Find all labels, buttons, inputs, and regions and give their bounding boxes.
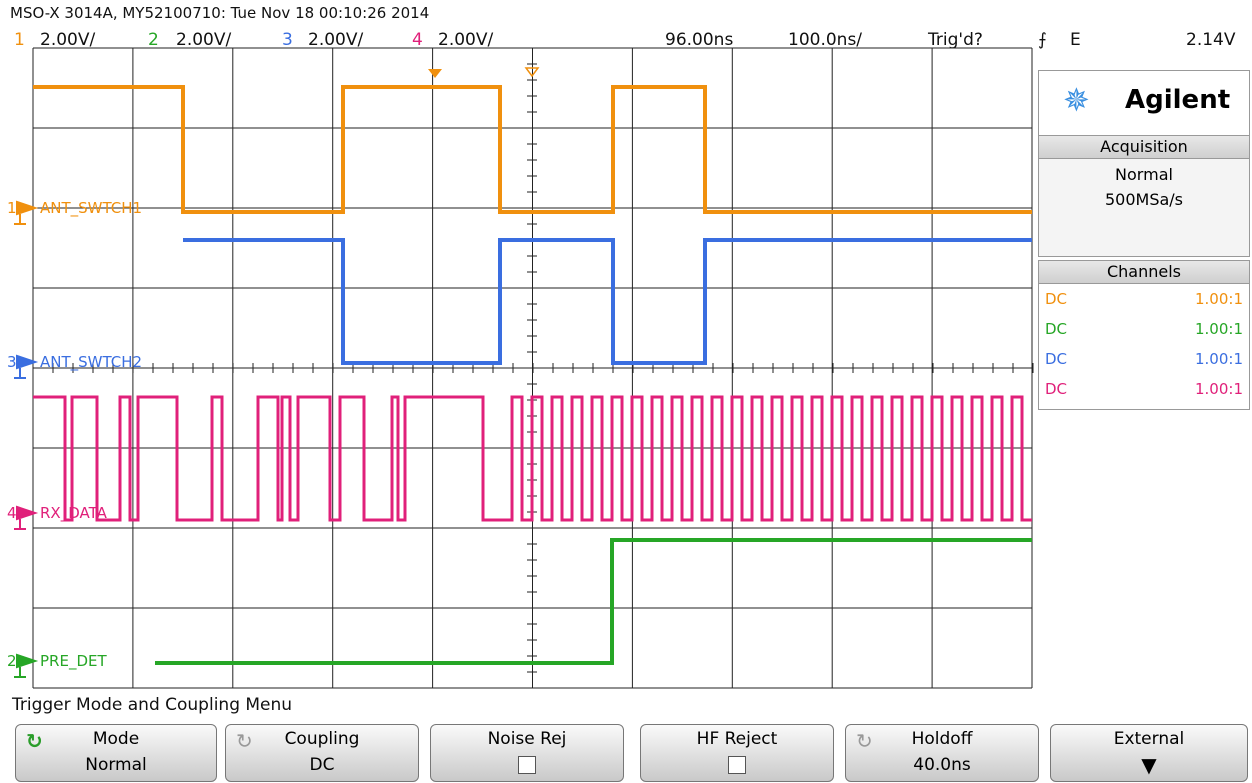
softkey-value: 40.0ns bbox=[913, 755, 971, 775]
channel-number: 3 bbox=[282, 30, 293, 50]
ground-marker bbox=[14, 354, 39, 379]
cycle-icon: ↻ bbox=[236, 729, 253, 753]
probe-ratio: 1.00:1 bbox=[1195, 290, 1243, 308]
channel-coupling: DC bbox=[1045, 350, 1068, 368]
brand-box: ✵ Agilent bbox=[1038, 70, 1250, 136]
channel-coupling: DC bbox=[1045, 290, 1068, 308]
ground-marker bbox=[14, 653, 39, 678]
acquisition-mode: Normal bbox=[1115, 165, 1173, 184]
panel-header: Acquisition bbox=[1039, 136, 1249, 159]
softkey-value: DC bbox=[309, 755, 335, 775]
channel-ground-number: 1 bbox=[7, 199, 17, 217]
trigger-position-marker bbox=[428, 69, 442, 78]
waveform-label: RX_DATA bbox=[40, 504, 108, 523]
softkey-label: Holdoff bbox=[911, 729, 973, 749]
softkey-label: Mode bbox=[92, 729, 140, 749]
down-arrow: ▼ bbox=[1141, 753, 1157, 777]
softkey[interactable]: HF Reject bbox=[640, 724, 834, 782]
softkey-label: HF Reject bbox=[696, 729, 778, 749]
checkbox-row bbox=[641, 751, 833, 777]
ground-marker bbox=[14, 505, 39, 530]
channels-panel: Channels DC 1.00:1 DC 1.00:1 DC 1.00:1 DC 1.00:… bbox=[1038, 260, 1250, 410]
trigger-source: E bbox=[1070, 30, 1081, 50]
checkbox bbox=[518, 756, 536, 774]
channel-scale: 2.00V/ bbox=[308, 30, 364, 50]
checkbox-row bbox=[431, 751, 623, 777]
sample-rate: 500MSa/s bbox=[1104, 190, 1184, 209]
softkey[interactable]: External ▼ bbox=[1050, 724, 1248, 782]
ground-marker bbox=[14, 200, 39, 225]
waveform-label: ANT_SWTCH1 bbox=[40, 199, 142, 218]
cycle-icon: ↻ bbox=[856, 729, 873, 753]
channel-number: 1 bbox=[14, 30, 25, 50]
waveform-label: ANT_SWTCH2 bbox=[40, 353, 142, 372]
channel-row: DC 1.00:1 bbox=[1039, 284, 1249, 314]
channel-row: DC 1.00:1 bbox=[1039, 374, 1249, 404]
probe-ratio: 1.00:1 bbox=[1195, 380, 1243, 398]
softkey-label: Coupling bbox=[284, 729, 360, 749]
channel-ground-number: 4 bbox=[7, 504, 17, 522]
probe-ratio: 1.00:1 bbox=[1195, 320, 1243, 338]
header-title: MSO-X 3014A, MY52100710: Tue Nov 18 00:1… bbox=[10, 4, 430, 22]
channel-row: DC 1.00:1 bbox=[1039, 314, 1249, 344]
arrow-row: ▼ bbox=[1051, 751, 1247, 777]
softkey-value: Normal bbox=[85, 755, 147, 775]
ch2-waveform bbox=[155, 538, 1032, 665]
channel-row: DC 1.00:1 bbox=[1039, 344, 1249, 374]
channel-scale: 2.00V/ bbox=[438, 30, 494, 50]
panel-header: Channels bbox=[1039, 261, 1249, 284]
channel-number: 2 bbox=[148, 30, 159, 50]
brand-name: Agilent bbox=[1125, 85, 1231, 115]
ch3-waveform bbox=[183, 238, 1032, 365]
trigger-level: 2.14V bbox=[1186, 30, 1236, 50]
channel-coupling: DC bbox=[1045, 320, 1068, 338]
channel-number: 4 bbox=[412, 30, 423, 50]
trigger-edge-icon: ⨍ bbox=[1038, 30, 1047, 50]
probe-ratio: 1.00:1 bbox=[1195, 350, 1243, 368]
channel-scale: 2.00V/ bbox=[176, 30, 232, 50]
softkey[interactable]: ↻ Coupling DC bbox=[225, 724, 419, 782]
softkey[interactable]: ↻ Holdoff 40.0ns bbox=[845, 724, 1039, 782]
ch4-waveform bbox=[33, 395, 1032, 522]
trigger-status: Trig'd? bbox=[928, 30, 983, 50]
timebase: 100.0ns/ bbox=[788, 30, 863, 50]
checkbox bbox=[728, 756, 746, 774]
cycle-icon: ↻ bbox=[26, 729, 43, 753]
channel-ground-number: 2 bbox=[7, 652, 17, 670]
delay: 96.00ns bbox=[665, 30, 734, 50]
menu-title: Trigger Mode and Coupling Menu bbox=[12, 695, 293, 715]
softkey[interactable]: Noise Rej bbox=[430, 724, 624, 782]
status-bar: 1 2.00V/ 2 2.00V/ 3 2.00V/ 4 2.00V/ 96.0… bbox=[10, 30, 1250, 52]
channel-ground-number: 3 bbox=[7, 353, 17, 371]
delay-marker bbox=[524, 67, 540, 78]
acquisition-panel: Acquisition Normal 500MSa/s bbox=[1038, 135, 1250, 257]
softkey-label: Noise Rej bbox=[487, 729, 567, 749]
softkey[interactable]: ↻ Mode Normal bbox=[15, 724, 217, 782]
channel-coupling: DC bbox=[1045, 380, 1068, 398]
channel-scale: 2.00V/ bbox=[40, 30, 96, 50]
waveform-display: 1 ANT_SWTCH1 3 ANT_SWTCH2 4 RX_DATA 2 PR… bbox=[7, 47, 1034, 689]
softkey-label: External bbox=[1113, 729, 1185, 749]
ch1-waveform bbox=[33, 85, 1032, 214]
waveform-label: PRE_DET bbox=[40, 652, 107, 671]
brand-logo: ✵ bbox=[1063, 81, 1090, 119]
